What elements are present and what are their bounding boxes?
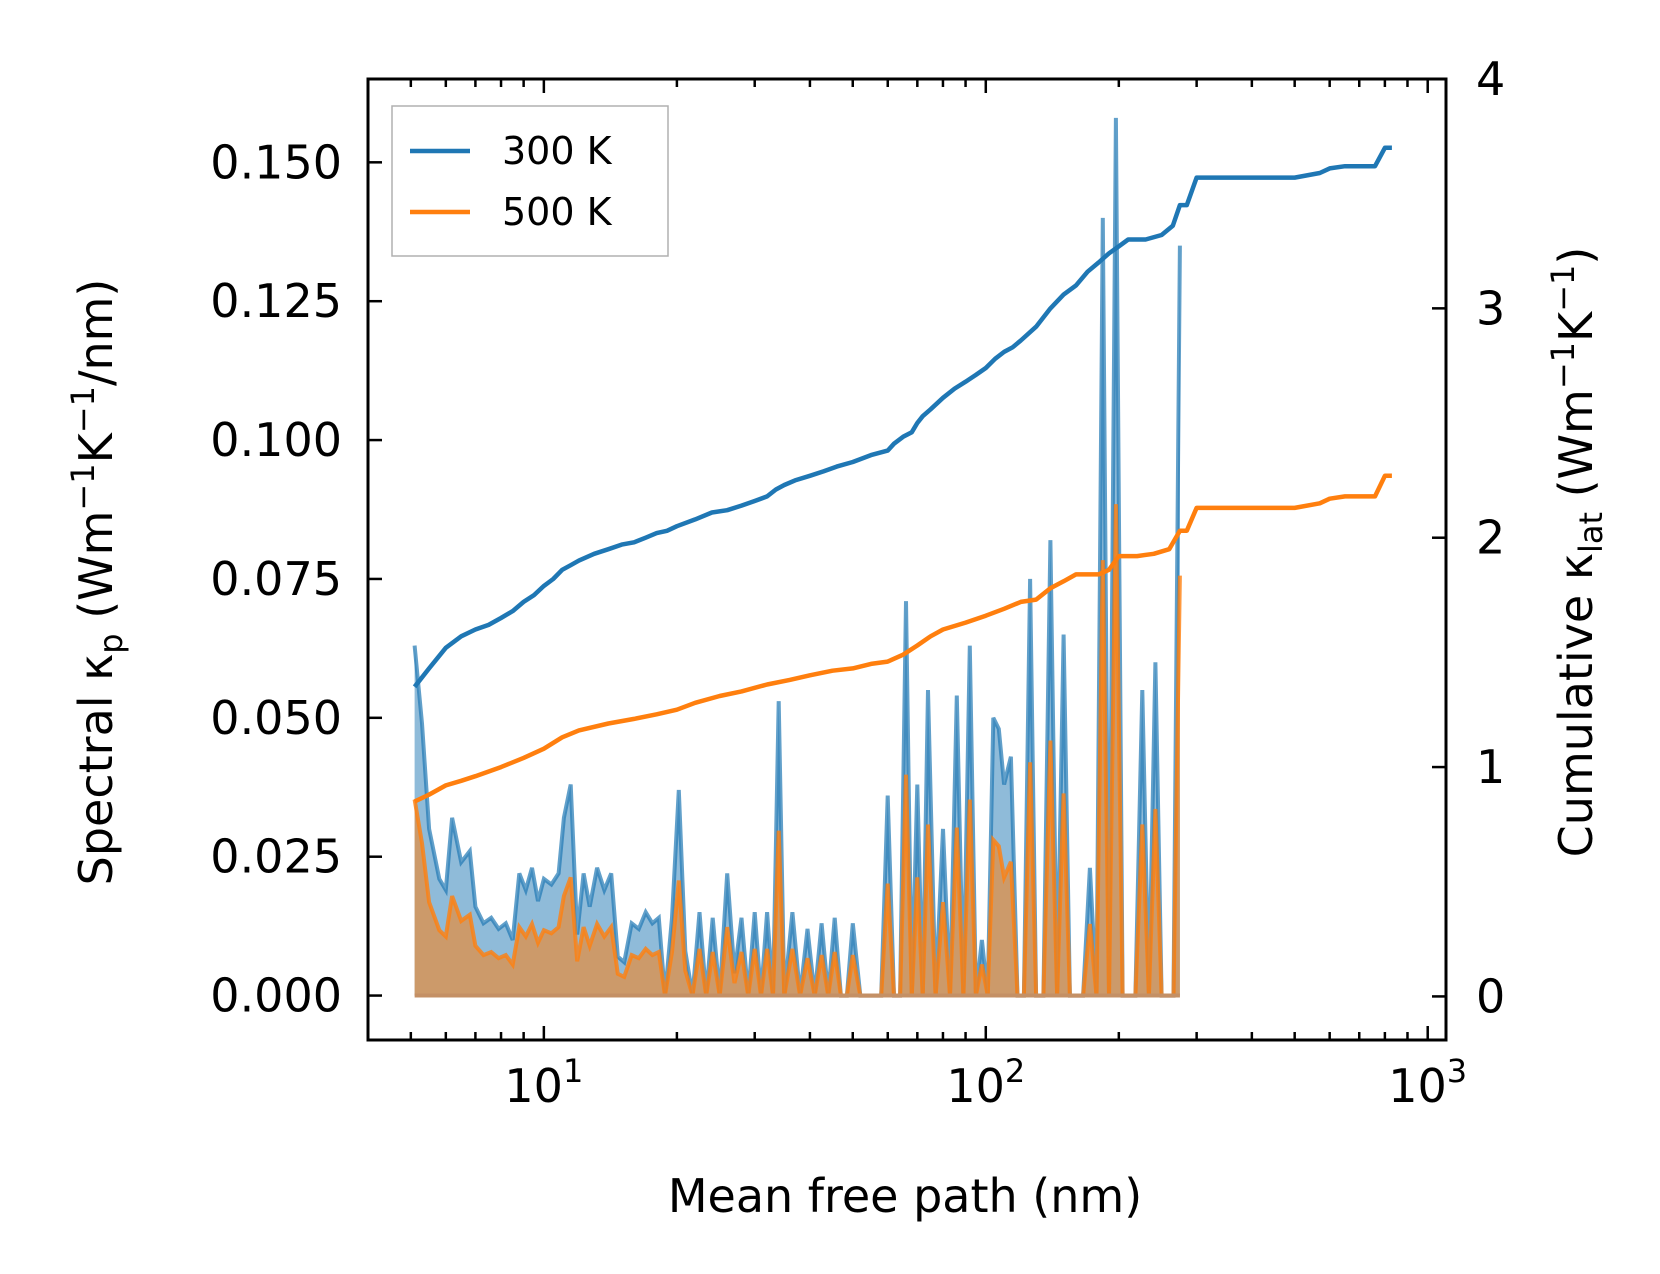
plot-area bbox=[412, 117, 1392, 998]
x-tick-label: 103 bbox=[1388, 1052, 1467, 1113]
left-y-tick-label: 0.125 bbox=[210, 274, 342, 328]
left-y-tick-label: 0.150 bbox=[210, 135, 342, 189]
legend-label-300k: 300 K bbox=[502, 129, 613, 173]
right-axis-title: Cumulative κlat (Wm−1K−1) bbox=[1544, 247, 1610, 858]
right-y-tick-label: 3 bbox=[1476, 281, 1505, 335]
cumulative-line-500k bbox=[413, 473, 1392, 804]
x-tick-label: 101 bbox=[504, 1052, 583, 1113]
right-y-tick-label: 2 bbox=[1476, 511, 1505, 565]
right-y-tick-label: 0 bbox=[1476, 969, 1505, 1023]
left-y-tick-label: 0.025 bbox=[210, 830, 342, 884]
left-axis-title: Spectral κp (Wm−1K−1/nm) bbox=[64, 279, 130, 886]
plot-frame bbox=[366, 77, 1448, 1042]
right-y-tick-label: 4 bbox=[1476, 52, 1505, 106]
left-y-tick-label: 0.050 bbox=[210, 691, 342, 745]
left-y-tick-label: 0.000 bbox=[210, 969, 342, 1023]
right-y-tick-label: 1 bbox=[1476, 740, 1505, 794]
spectral-line-500k bbox=[412, 504, 1182, 998]
legend-label-500k: 500 K bbox=[502, 190, 613, 234]
x-axis-title: Mean free path (nm) bbox=[668, 1169, 1142, 1223]
x-tick-label: 102 bbox=[946, 1052, 1025, 1113]
cumulative-line-300k bbox=[412, 145, 1392, 689]
spectral-area-500k bbox=[414, 504, 1180, 996]
legend-box bbox=[391, 105, 669, 257]
left-y-tick-label: 0.075 bbox=[210, 552, 342, 606]
axes-ticks: 101 102 1030.0000.0250.0500.0750.1000.1250… bbox=[210, 52, 1505, 1113]
left-y-tick-label: 0.100 bbox=[210, 413, 342, 467]
legend: 300 K 500 K bbox=[391, 105, 669, 257]
